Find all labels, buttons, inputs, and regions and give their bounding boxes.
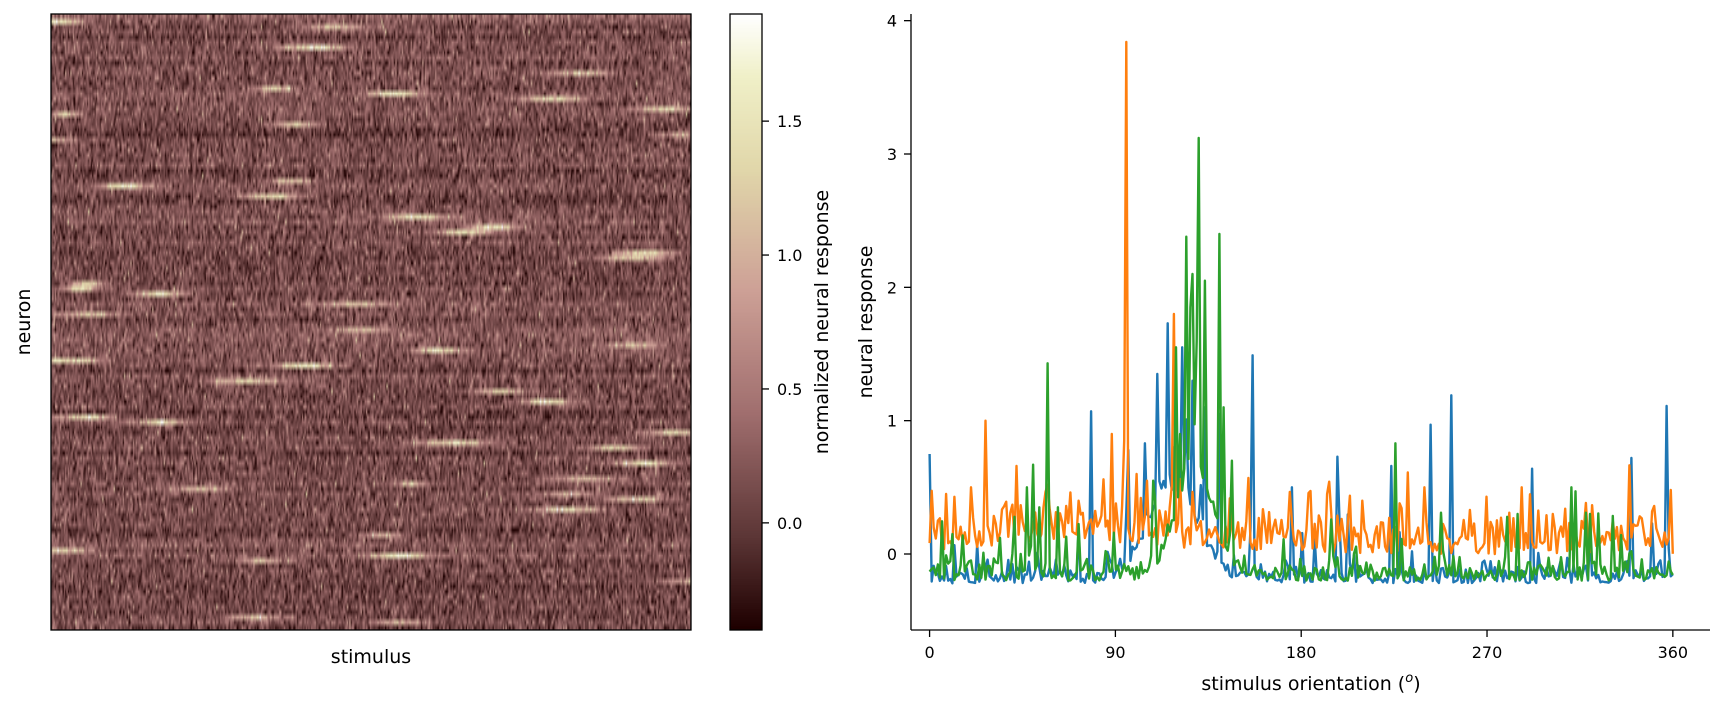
x-tick-label: 180 [1286, 643, 1317, 662]
y-tick-label: 4 [887, 12, 897, 31]
line-xlabel-main: stimulus orientation ( [1201, 673, 1405, 695]
line-chart: 0 90 180 270 360 0 1 2 3 4 neural response stimul… [855, 12, 1710, 695]
colorbar-tick-label: 0.5 [777, 380, 802, 399]
line-xlabel-end: ) [1413, 673, 1420, 695]
colorbar-tick-label: 0.0 [777, 514, 802, 533]
x-tick-label: 90 [1105, 643, 1125, 662]
line-xlabel: stimulus orientation (o) [1201, 671, 1420, 695]
x-tick-label: 360 [1658, 643, 1689, 662]
y-tick-label: 3 [887, 145, 897, 164]
line-xlabel-sup: o [1405, 671, 1413, 686]
colorbar-tick-label: 1.5 [777, 112, 802, 131]
heatmap-image [51, 14, 691, 630]
heatmap-frame [50, 13, 692, 631]
x-tick-label: 0 [924, 643, 934, 662]
y-tick-label: 1 [887, 412, 897, 431]
heatmap-ylabel: neuron [13, 289, 35, 356]
colorbar-label: normalized neural response [811, 190, 833, 454]
colorbar: normalized neural response 0.0 0.5 1.0 1.5 [729, 13, 833, 631]
heatmap-xlabel: stimulus [331, 646, 411, 668]
y-tick-label: 2 [887, 278, 897, 297]
line-series-group [928, 40, 1674, 585]
response-line-3 [928, 136, 1674, 582]
heatmap-axes: stimulus neuron [13, 13, 692, 668]
colorbar-gradient [730, 14, 762, 630]
response-line-2 [928, 40, 1674, 556]
colorbar-tick-label: 1.0 [777, 246, 802, 265]
x-tick-label: 270 [1472, 643, 1503, 662]
line-ticks-group: 0 90 180 270 360 0 1 2 3 4 [887, 12, 1688, 662]
line-ylabel: neural response [855, 246, 877, 399]
colorbar-frame [729, 13, 763, 631]
y-tick-label: 0 [887, 545, 897, 564]
